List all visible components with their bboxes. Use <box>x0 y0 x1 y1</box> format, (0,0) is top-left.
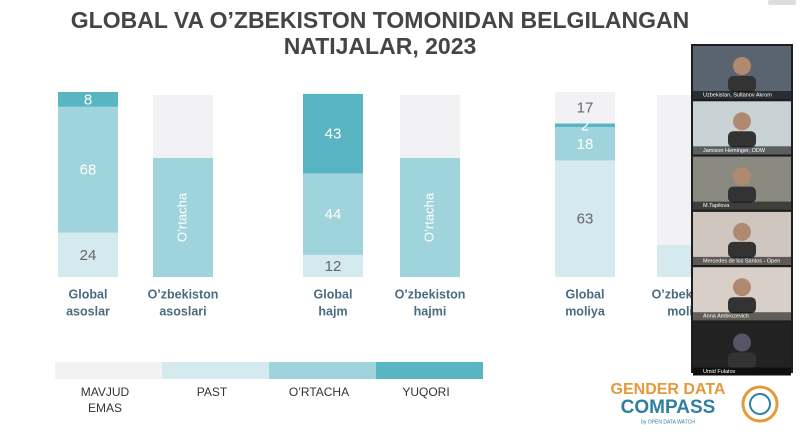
logo-by: by OPEN DATA WATCH <box>641 419 695 425</box>
group-label: O’zbekiston <box>395 287 466 301</box>
group-label: hajmi <box>414 304 447 318</box>
bar-segment <box>555 160 615 277</box>
bar-segment <box>555 127 615 161</box>
participant-body <box>728 186 756 203</box>
legend-swatch <box>376 362 483 379</box>
participant-body <box>728 241 756 258</box>
bar-segment <box>303 254 363 277</box>
level-label: O’rtacha <box>421 192 436 242</box>
group-label: moliya <box>565 304 606 318</box>
slide-title: NATIJALAR, 2023 <box>284 33 477 59</box>
toolbar-button[interactable] <box>768 0 796 5</box>
participant-body <box>728 131 756 148</box>
participant-head <box>733 167 751 186</box>
legend-label: PAST <box>197 385 228 399</box>
group-label: hajm <box>318 304 347 318</box>
bar-level <box>400 158 460 277</box>
logo-icon <box>741 385 779 423</box>
participant-head <box>733 222 751 241</box>
participant-head <box>733 278 751 297</box>
legend-label: MAVJUD <box>81 385 130 399</box>
participant-name: Uzbekistan, Sultanov Akrom <box>703 92 772 98</box>
segment-label: 44 <box>325 206 342 223</box>
name-strip <box>693 201 791 210</box>
name-strip <box>693 312 791 321</box>
group-label: Global <box>566 287 605 301</box>
segment-label: 2 <box>581 117 589 134</box>
participant-name: Jamison Heminger, ODW <box>703 148 766 154</box>
level-label: O’rtacha <box>174 192 189 242</box>
participant-name: Anna Ambrozevich <box>703 314 749 320</box>
slide-title: GLOBAL VA O’ZBEKISTON TOMONIDAN BELGILAN… <box>71 7 689 33</box>
legend-swatch <box>269 362 376 379</box>
segment-label: 17 <box>577 100 594 117</box>
name-strip <box>693 146 791 155</box>
bar-level <box>153 158 213 277</box>
bar-segment <box>58 106 118 233</box>
participant-head <box>733 57 751 75</box>
legend-label: YUQORI <box>402 385 449 399</box>
bar-segment <box>555 123 615 128</box>
group-label: asoslari <box>159 304 206 318</box>
legend-label: O’RTACHA <box>289 385 349 399</box>
legend-label: EMAS <box>88 401 122 415</box>
name-strip <box>693 367 791 376</box>
segment-label: 43 <box>325 126 342 143</box>
segment-label: 68 <box>80 162 97 179</box>
participant-name: Umid Fulatov <box>703 369 736 375</box>
participant-head <box>733 333 751 352</box>
bar-segment <box>303 173 363 255</box>
group-label: O’zbekiston <box>148 287 219 301</box>
bar-segment <box>555 92 615 124</box>
legend-swatch <box>162 362 269 379</box>
legend-swatch <box>55 362 162 379</box>
participant-body <box>728 352 756 369</box>
participant-body <box>728 76 756 92</box>
group-label: Global <box>314 287 353 301</box>
segment-label: 18 <box>577 136 594 153</box>
group-label: asoslar <box>66 304 110 318</box>
segment-label: 12 <box>325 258 342 275</box>
participant-head <box>733 112 751 131</box>
logo-icon-inner <box>749 393 771 415</box>
participant-body <box>728 297 756 314</box>
name-strip <box>693 256 791 265</box>
bar-empty <box>400 95 460 158</box>
segment-label: 8 <box>84 91 92 108</box>
logo-line: GENDER DATA <box>611 381 726 398</box>
bar-segment <box>303 93 363 174</box>
segment-label: 63 <box>577 211 594 228</box>
logo-line: COMPASS <box>621 397 716 418</box>
bar-segment <box>58 92 118 107</box>
name-strip <box>693 91 791 99</box>
participant-name: M.Tapilova <box>703 203 730 209</box>
bar-segment <box>58 232 118 277</box>
group-label: Global <box>69 287 108 301</box>
participant-name: Mercedes de los Santos - Open <box>703 258 780 264</box>
bar-empty <box>153 95 213 158</box>
segment-label: 24 <box>80 247 97 264</box>
